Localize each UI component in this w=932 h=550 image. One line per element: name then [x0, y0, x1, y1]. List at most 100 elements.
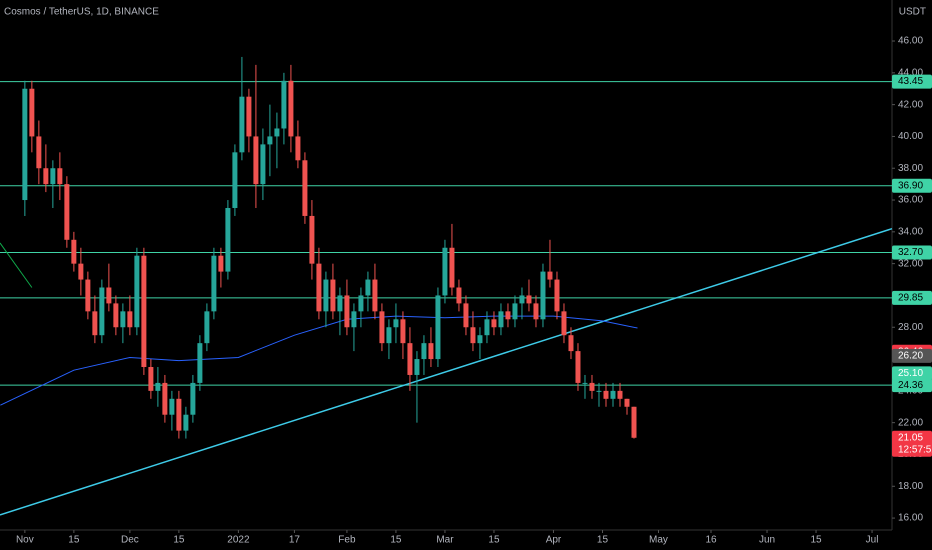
x-tick-label: Jul	[866, 535, 879, 546]
candle-body	[477, 335, 483, 344]
candle-body	[141, 255, 147, 368]
candle-body	[491, 319, 497, 328]
candle-body	[113, 303, 119, 328]
candle-body	[442, 247, 448, 296]
candle-body	[50, 168, 56, 185]
candle-body	[365, 279, 371, 296]
price-badge-label: 26.20	[898, 351, 923, 362]
candle-body	[127, 311, 133, 328]
candle-body	[582, 382, 588, 384]
candle-body	[372, 279, 378, 312]
y-tick-label: 28.00	[898, 322, 923, 333]
y-tick-label: 34.00	[898, 226, 923, 237]
candle-body	[134, 255, 140, 328]
candle-body	[36, 136, 42, 169]
candle-body	[323, 279, 329, 312]
x-tick-label: 15	[390, 535, 402, 546]
candle-body	[631, 406, 637, 438]
candle-body	[253, 136, 259, 185]
candle-body	[218, 255, 224, 272]
candle-body	[71, 239, 77, 264]
candle-body	[190, 382, 196, 415]
candle-body	[176, 398, 182, 431]
candle-body	[246, 96, 252, 137]
candle-body	[267, 136, 273, 145]
candle-body	[526, 295, 532, 304]
candle-body	[204, 311, 210, 344]
price-badge-label: 21.05	[898, 432, 923, 443]
candle-body	[407, 343, 413, 375]
candle-body	[568, 335, 574, 352]
candle-body	[211, 255, 217, 312]
candle-body	[309, 215, 315, 264]
candle-body	[603, 390, 609, 399]
candle-body	[337, 295, 343, 312]
candle-body	[617, 390, 623, 399]
candle-body	[29, 88, 35, 137]
candle-body	[379, 311, 385, 344]
candle-body	[610, 390, 616, 399]
price-badge-label: 36.90	[898, 180, 923, 191]
y-tick-label: 42.00	[898, 99, 923, 110]
x-tick-label: Apr	[546, 535, 562, 546]
price-badge-label: 25.10	[898, 368, 923, 379]
candle-body	[547, 271, 553, 280]
y-tick-label: 22.00	[898, 417, 923, 428]
candle-body	[351, 311, 357, 328]
x-tick-label: Nov	[16, 535, 34, 546]
x-tick-label: Dec	[121, 535, 139, 546]
price-badge-label: 24.36	[898, 380, 923, 391]
x-tick-label: 16	[705, 535, 717, 546]
price-badge	[892, 348, 932, 363]
candle-body	[575, 351, 581, 383]
candle-body	[295, 136, 301, 161]
candle-body	[225, 207, 231, 272]
candle-body	[428, 343, 434, 360]
x-tick-label: May	[649, 535, 668, 546]
candle-body	[470, 327, 476, 344]
candle-body	[463, 303, 469, 328]
candle-body	[386, 327, 392, 344]
candle-body	[519, 295, 525, 304]
candle-body	[435, 295, 441, 360]
candle-body	[456, 287, 462, 304]
candle-body	[589, 382, 595, 391]
price-badge	[892, 430, 932, 457]
candle-body	[239, 96, 245, 153]
candle-body	[393, 319, 399, 328]
x-tick-label: 15	[597, 535, 609, 546]
candle-body	[260, 144, 266, 185]
candle-body	[540, 271, 546, 320]
candle-body	[64, 184, 70, 240]
drawing-line	[0, 242, 33, 288]
candle-body	[533, 303, 539, 320]
candle-body	[484, 319, 490, 336]
x-tick-label: 15	[488, 535, 500, 546]
candle-body	[57, 168, 63, 185]
candle-body	[162, 382, 168, 415]
price-badge-label: 29.85	[898, 292, 923, 303]
candle-body	[302, 160, 308, 216]
currency-label: USDT	[899, 7, 926, 18]
y-tick-label: 18.00	[898, 481, 923, 492]
candle-body	[400, 319, 406, 344]
candle-body	[43, 168, 49, 185]
candle-body	[344, 295, 350, 328]
candle-body	[22, 88, 28, 201]
y-tick-label: 46.00	[898, 36, 923, 47]
candle-body	[92, 311, 98, 336]
candle-body	[561, 311, 567, 336]
candle-body	[505, 311, 511, 320]
candle-body	[358, 295, 364, 312]
candle-body	[155, 382, 161, 391]
y-tick-label: 40.00	[898, 131, 923, 142]
candle-body	[288, 80, 294, 137]
candle-body	[85, 279, 91, 312]
price-badge	[892, 245, 932, 260]
candle-body	[316, 263, 322, 312]
countdown: 12:57:52	[898, 444, 932, 455]
candle-body	[120, 311, 126, 328]
x-tick-label: 2022	[227, 535, 250, 546]
x-tick-label: 15	[810, 535, 822, 546]
y-tick-label: 38.00	[898, 163, 923, 174]
